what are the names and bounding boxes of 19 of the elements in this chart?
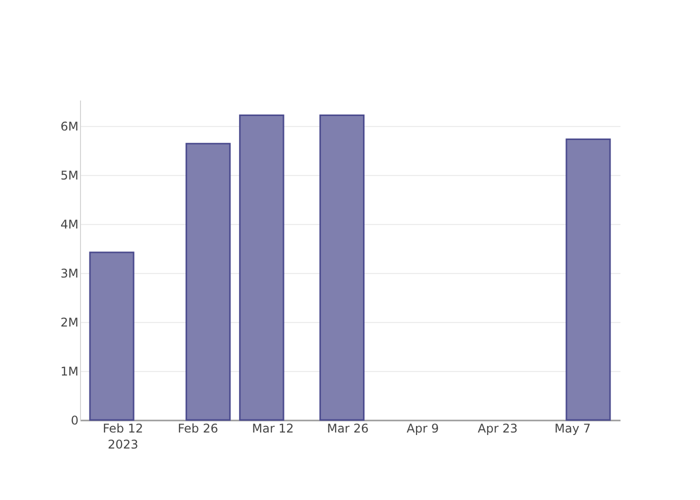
y-tick-label: 1M bbox=[60, 364, 78, 378]
bar bbox=[186, 142, 231, 421]
x-tick-label: Mar 12 bbox=[252, 422, 294, 436]
y-tick-label: 3M bbox=[60, 266, 78, 280]
x-tick-label: Apr 23 bbox=[478, 422, 518, 436]
x-tick-label: Feb 26 bbox=[178, 422, 218, 436]
y-tick-label: 5M bbox=[60, 168, 78, 182]
x-tick-label: Apr 9 bbox=[406, 422, 439, 436]
y-tick-label: 4M bbox=[60, 217, 78, 232]
x-tick-label: Feb 12 2023 bbox=[102, 422, 144, 452]
bar bbox=[239, 114, 284, 421]
y-tick-label: 6M bbox=[60, 119, 78, 134]
y-tick-label: 2M bbox=[60, 315, 78, 330]
bar bbox=[319, 114, 365, 421]
y-tick-label: 0 bbox=[70, 414, 78, 428]
bar bbox=[89, 252, 134, 421]
x-tick-label: Mar 26 bbox=[326, 422, 369, 436]
bar bbox=[566, 138, 611, 421]
x-tick-label: May 7 bbox=[554, 422, 591, 436]
